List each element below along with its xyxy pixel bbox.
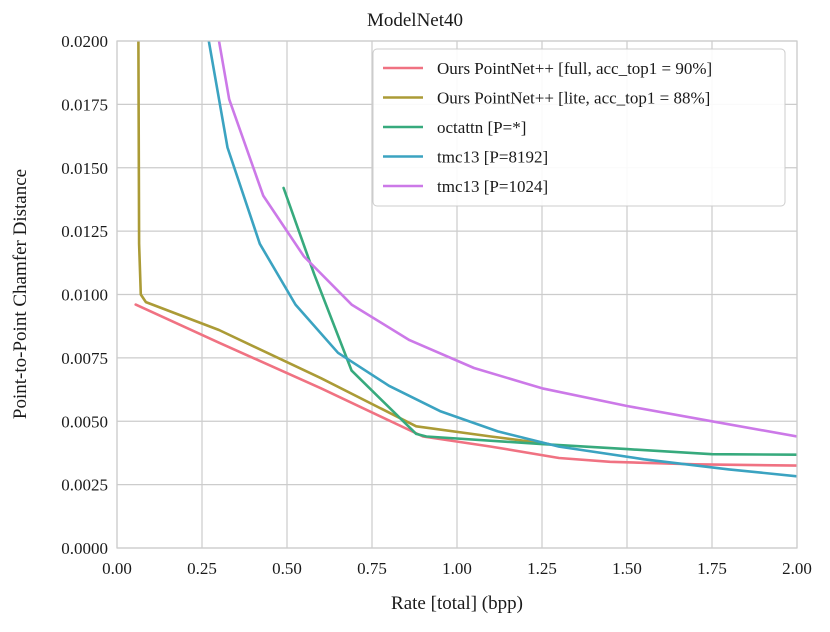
series-line-1 (134, 303, 797, 467)
x-tick-label: 0.75 (357, 559, 387, 578)
x-tick-label: 1.50 (612, 559, 642, 578)
x-tick-label: 2.00 (782, 559, 812, 578)
legend-label-5: tmc13 [P=1024] (437, 177, 548, 196)
y-tick-label: 0.0175 (61, 95, 108, 114)
x-tick-label: 1.00 (442, 559, 472, 578)
chart-title: ModelNet40 (367, 10, 463, 31)
series-line-4 (207, 41, 797, 478)
legend-box (372, 48, 786, 207)
y-tick-label: 0.0075 (61, 349, 108, 368)
x-tick-label: 0.50 (272, 559, 302, 578)
legend-label-4: tmc13 [P=8192] (437, 148, 548, 167)
legend-label-2: Ours PointNet++ [lite, acc_top1 = 88%] (437, 89, 710, 108)
series-line-3 (282, 186, 797, 457)
y-tick-labels: 0.0000 0.0025 0.0050 0.0075 0.0100 0.0125 0.01… (61, 32, 108, 558)
x-tick-labels: 0.00 0.25 0.50 0.75 1.00 1.25 1.50 1.75 2.00 (102, 559, 812, 578)
y-tick-label: 0.0200 (61, 32, 108, 51)
legend: Ours PointNet++ [full, acc_top1 = 90%] Ou… (372, 48, 786, 207)
x-tick-label: 0.25 (187, 559, 217, 578)
x-tick-label: 0.00 (102, 559, 132, 578)
y-tick-label: 0.0100 (61, 286, 108, 305)
y-tick-label: 0.0000 (61, 539, 108, 558)
x-tick-label: 1.25 (527, 559, 557, 578)
series-layer (134, 41, 797, 478)
y-tick-label: 0.0125 (61, 222, 108, 241)
y-tick-label: 0.0050 (61, 412, 108, 431)
legend-label-3: octattn [P=*] (437, 118, 526, 137)
x-axis-label: Rate [total] (bpp) (391, 593, 523, 614)
legend-label-1: Ours PointNet++ [full, acc_top1 = 90%] (437, 59, 712, 78)
series-line-2 (137, 41, 551, 446)
y-axis-label: Point-to-Point Chamfer Distance (10, 169, 31, 419)
y-tick-label: 0.0150 (61, 159, 108, 178)
x-tick-label: 1.75 (697, 559, 727, 578)
y-tick-label: 0.0025 (61, 476, 108, 495)
series-line-5 (217, 41, 797, 438)
plot-frame (116, 40, 798, 549)
